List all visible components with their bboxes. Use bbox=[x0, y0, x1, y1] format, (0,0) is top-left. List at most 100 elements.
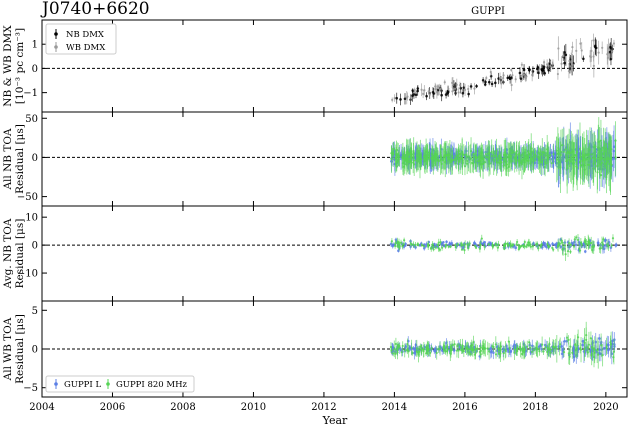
data-point bbox=[439, 151, 442, 154]
data-point bbox=[537, 247, 540, 250]
data-point bbox=[569, 345, 572, 348]
data-point bbox=[454, 244, 457, 247]
data-point bbox=[594, 157, 597, 160]
data-point bbox=[566, 250, 570, 253]
data-point bbox=[605, 162, 608, 165]
data-point bbox=[530, 150, 533, 153]
data-point bbox=[575, 236, 578, 239]
data-point bbox=[602, 347, 606, 350]
data-point bbox=[518, 345, 521, 349]
data-point bbox=[508, 346, 511, 350]
y-tick-label: 0 bbox=[32, 345, 38, 356]
data-point bbox=[541, 343, 544, 346]
x-tick-label: 2016 bbox=[452, 402, 477, 413]
x-axis-label: Year bbox=[322, 414, 348, 426]
data-point bbox=[490, 150, 493, 153]
data-point bbox=[460, 248, 464, 251]
data-point bbox=[542, 61, 546, 64]
data-point bbox=[567, 338, 570, 341]
data-point bbox=[430, 347, 433, 350]
data-point bbox=[420, 348, 423, 351]
data-point bbox=[451, 343, 454, 347]
data-point bbox=[407, 350, 410, 353]
data-point bbox=[397, 158, 400, 161]
data-point bbox=[518, 246, 521, 249]
data-point bbox=[525, 154, 528, 158]
data-point bbox=[406, 343, 409, 346]
data-point bbox=[519, 77, 523, 80]
data-point bbox=[472, 341, 475, 344]
data-point bbox=[590, 346, 593, 349]
panel-frame bbox=[41, 205, 628, 302]
legend-label: NB DMX bbox=[66, 30, 105, 40]
data-point bbox=[413, 351, 416, 355]
data-point bbox=[539, 153, 542, 156]
data-point bbox=[442, 157, 445, 160]
data-point bbox=[551, 242, 554, 246]
data-point bbox=[526, 243, 529, 246]
data-point bbox=[457, 158, 460, 161]
data-point bbox=[520, 244, 523, 247]
data-point bbox=[528, 343, 531, 347]
data-point bbox=[556, 72, 560, 76]
x-tick-label: 2020 bbox=[593, 402, 618, 413]
data-point bbox=[466, 243, 469, 246]
data-point bbox=[514, 157, 517, 160]
data-point bbox=[448, 158, 452, 161]
data-point bbox=[451, 155, 454, 158]
data-point bbox=[491, 345, 494, 348]
data-point bbox=[614, 156, 617, 159]
data-point bbox=[472, 348, 475, 352]
data-point bbox=[434, 246, 437, 249]
data-point bbox=[560, 345, 563, 348]
data-point bbox=[552, 248, 555, 251]
legend-label: WB DMX bbox=[66, 43, 106, 53]
data-point bbox=[490, 82, 494, 86]
data-point bbox=[422, 155, 425, 158]
data-point bbox=[531, 245, 535, 248]
data-point bbox=[401, 245, 404, 248]
data-point bbox=[453, 343, 456, 346]
data-point bbox=[520, 63, 523, 66]
data-point bbox=[472, 152, 476, 156]
data-point bbox=[502, 76, 505, 80]
data-point bbox=[443, 349, 446, 352]
legend-marker bbox=[106, 382, 110, 386]
chart-title: J0740+6620 bbox=[40, 0, 150, 19]
y-tick-label: −1 bbox=[23, 88, 38, 99]
y-tick-label: 50 bbox=[25, 114, 38, 125]
data-point bbox=[447, 87, 450, 90]
data-point bbox=[588, 157, 591, 160]
legend-label: GUPPI 820 MHz bbox=[116, 380, 187, 390]
data-point bbox=[420, 158, 423, 161]
data-point bbox=[410, 346, 413, 349]
data-point bbox=[517, 244, 520, 247]
data-point bbox=[528, 68, 531, 71]
data-point bbox=[591, 245, 594, 248]
panel-3: −10 0 10 Avg. NB TOA Residual [μs] bbox=[2, 205, 628, 302]
data-point bbox=[439, 87, 443, 90]
data-point bbox=[450, 160, 453, 163]
data-point bbox=[590, 241, 593, 245]
data-point bbox=[589, 337, 593, 340]
data-point bbox=[537, 71, 540, 75]
legend-label: GUPPI L bbox=[64, 380, 101, 390]
data-point bbox=[489, 346, 493, 350]
data-point bbox=[426, 347, 429, 350]
data-point bbox=[412, 161, 415, 164]
data-point bbox=[592, 55, 595, 58]
data-point bbox=[587, 343, 591, 346]
data-point bbox=[568, 355, 571, 358]
data-point bbox=[492, 152, 495, 155]
data-point bbox=[495, 243, 498, 246]
data-point bbox=[583, 347, 586, 351]
data-point bbox=[532, 160, 535, 163]
series-guppi-l bbox=[390, 331, 616, 365]
data-point bbox=[549, 154, 552, 157]
data-point bbox=[562, 350, 566, 354]
data-point bbox=[474, 246, 478, 249]
x-tick-label: 2006 bbox=[100, 402, 125, 413]
data-point bbox=[543, 244, 547, 247]
data-point bbox=[601, 354, 604, 357]
data-point bbox=[455, 349, 459, 352]
